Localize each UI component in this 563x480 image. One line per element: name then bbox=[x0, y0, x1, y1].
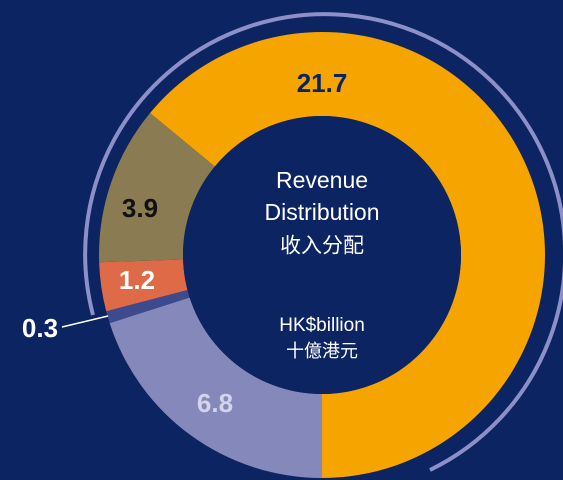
value-label: 21.7 bbox=[297, 68, 348, 98]
value-label: 1.2 bbox=[119, 265, 155, 295]
slice bbox=[150, 32, 545, 478]
unit-zh: 十億港元 bbox=[286, 341, 358, 361]
slice bbox=[99, 259, 188, 312]
title-zh: 收入分配 bbox=[280, 235, 364, 258]
leader-line bbox=[61, 315, 109, 328]
outer-ring bbox=[83, 12, 563, 472]
slice bbox=[109, 297, 323, 478]
value-label: 6.8 bbox=[197, 388, 233, 418]
slice bbox=[106, 290, 190, 324]
donut-hole bbox=[183, 116, 461, 394]
title-line: Revenue bbox=[276, 167, 368, 193]
slice bbox=[99, 112, 215, 263]
value-label: 3.9 bbox=[122, 193, 158, 223]
title-line: Distribution bbox=[264, 199, 379, 225]
unit: HK$billion bbox=[279, 315, 365, 336]
value-label: 0.3 bbox=[22, 313, 58, 343]
